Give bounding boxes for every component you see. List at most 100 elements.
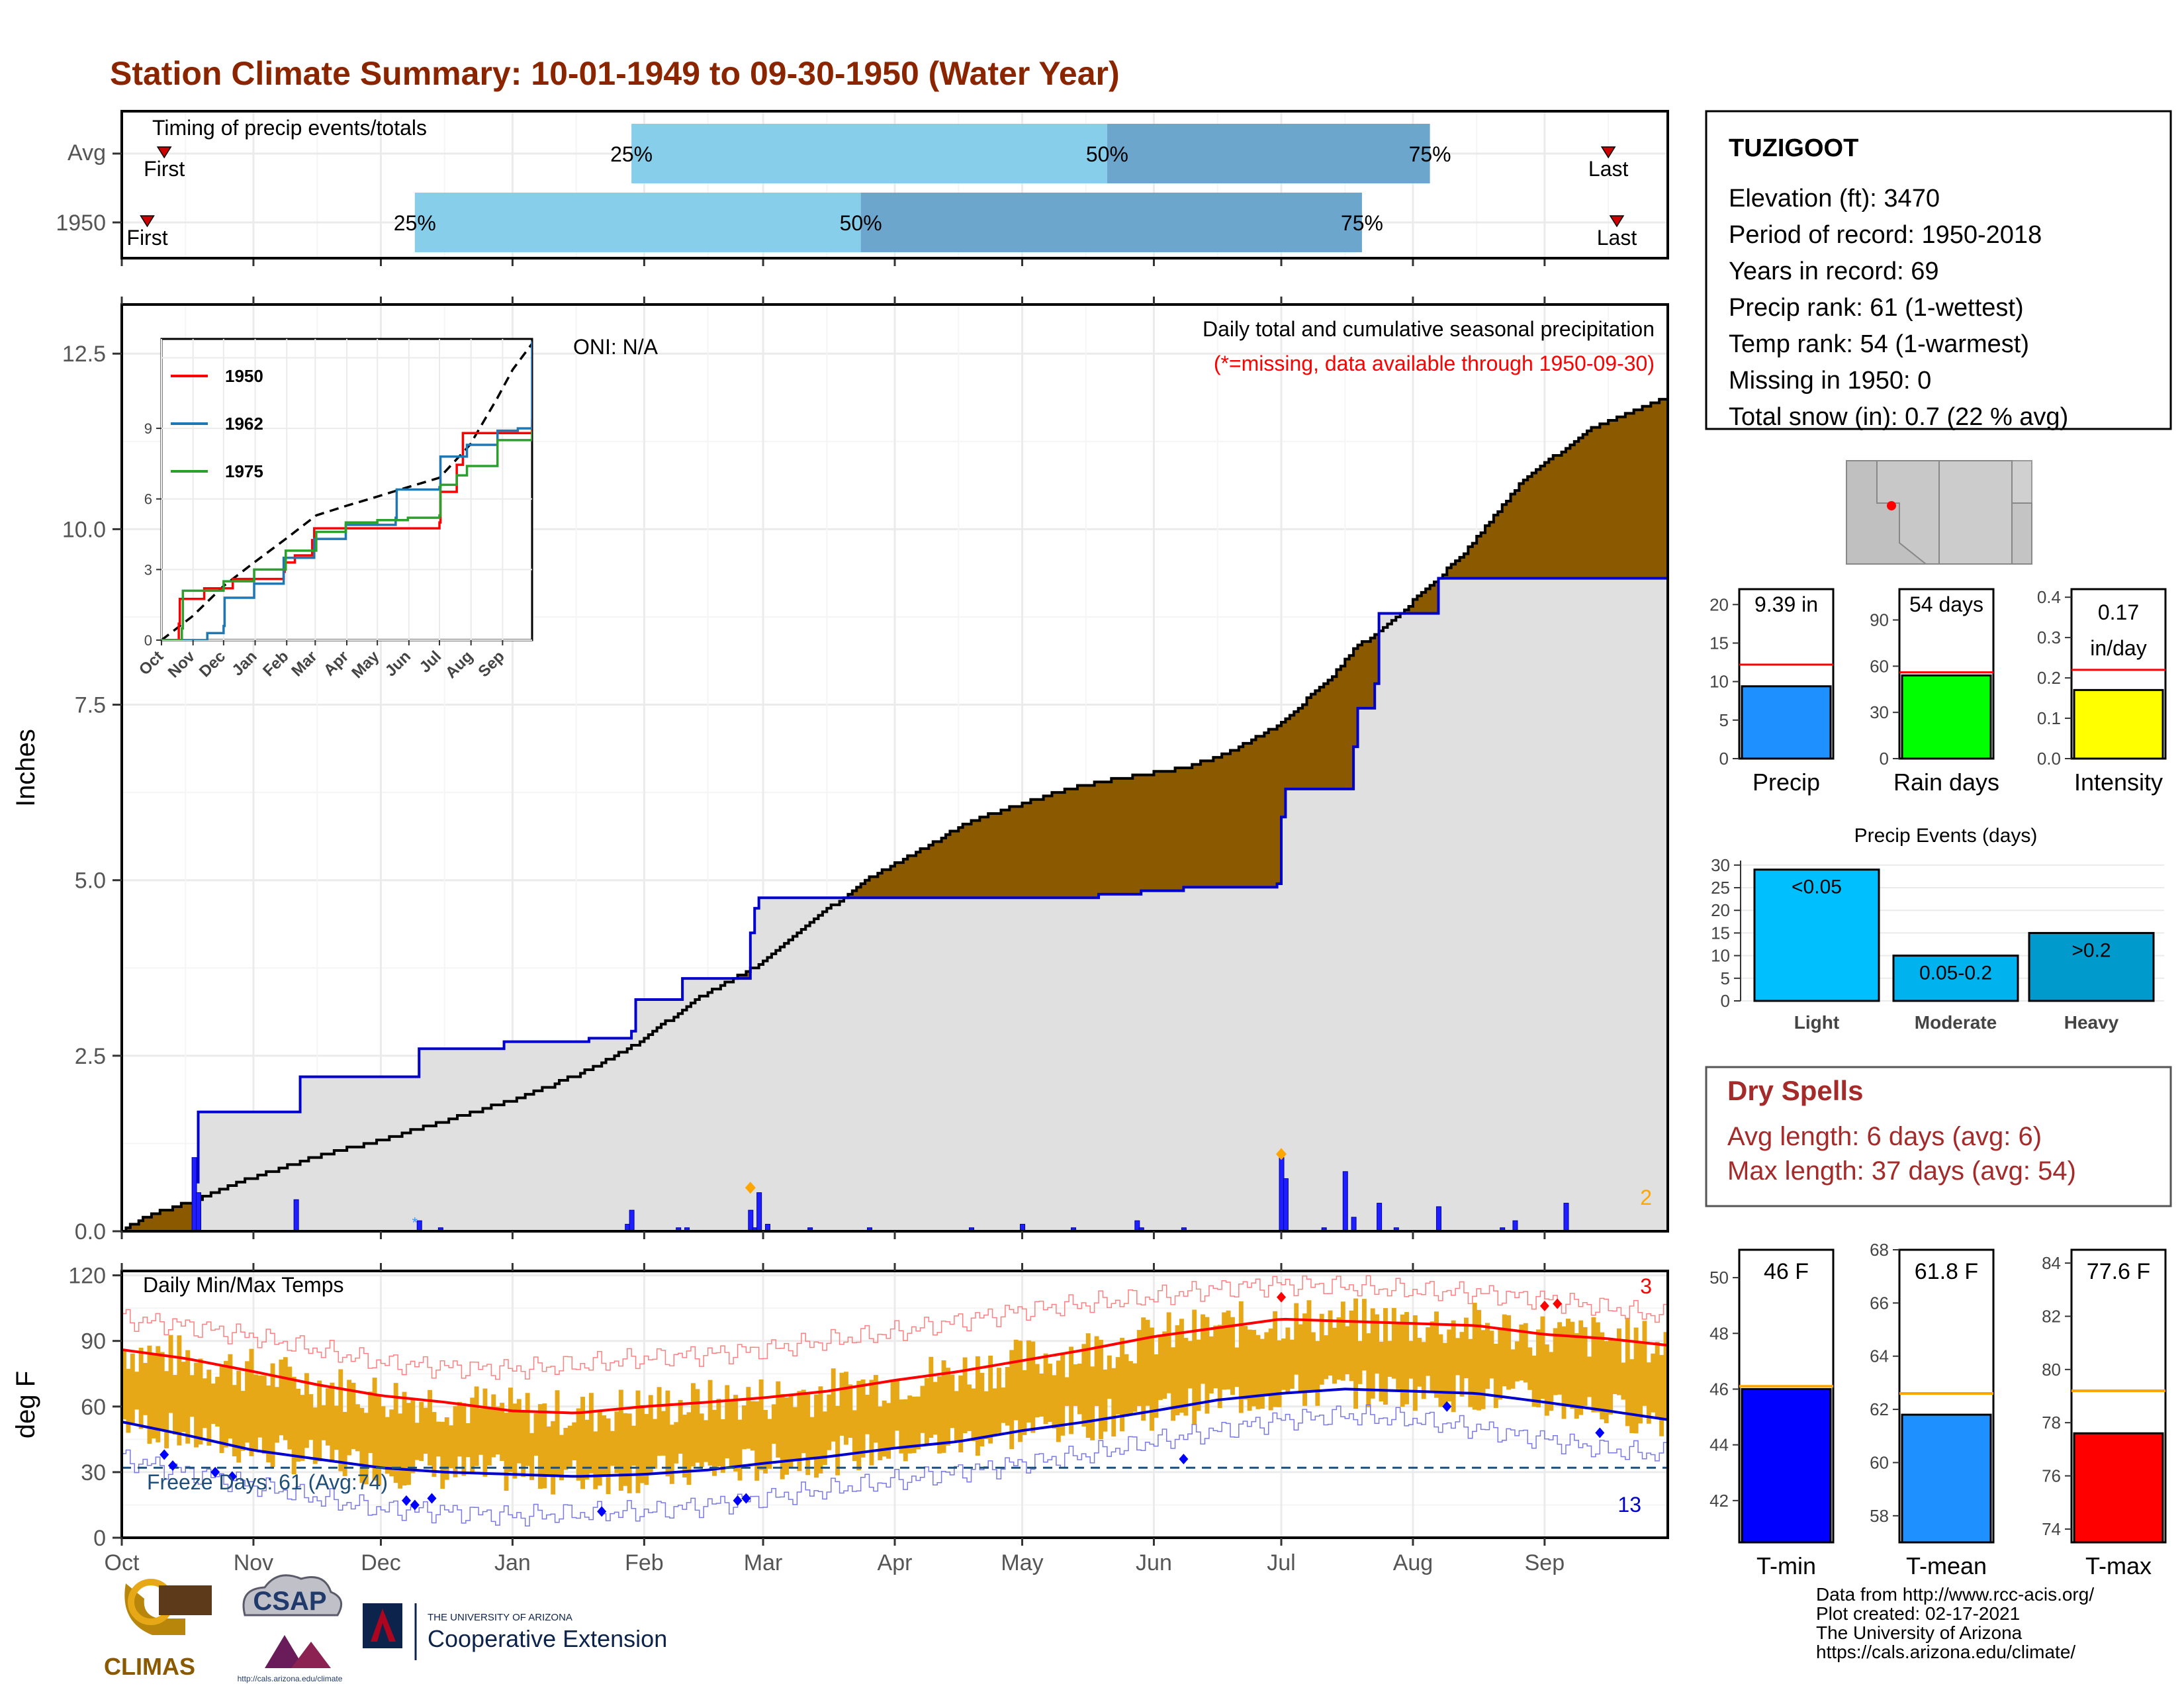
deficit-fill: [1018, 806, 1023, 898]
daily-precip-bar: [1512, 1220, 1518, 1231]
inset-legend-label: 1962: [225, 414, 263, 434]
record-low-marker: [597, 1506, 607, 1517]
daily-temp-bar: [1506, 1315, 1512, 1390]
temp-summary-y-tick-label: 66: [1870, 1293, 1889, 1313]
deficit-fill: [1447, 567, 1452, 579]
daily-temp-bar: [835, 1405, 841, 1476]
record-high-count: 3: [1640, 1274, 1652, 1298]
daily-temp-bar: [198, 1358, 203, 1445]
daily-temp-bar: [1208, 1336, 1214, 1393]
deficit-fill: [151, 1213, 156, 1231]
daily-temp-bar: [551, 1421, 556, 1495]
daily-temp-bar: [852, 1410, 857, 1462]
daily-temp-bar: [1039, 1374, 1044, 1417]
events-category-label: Heavy: [2064, 1012, 2119, 1033]
daily-temp-bar: [1616, 1328, 1621, 1395]
daily-temp-bar: [1514, 1341, 1520, 1382]
daily-temp-bar: [1383, 1308, 1388, 1405]
deficit-fill: [1150, 774, 1155, 891]
deficit-fill: [1094, 782, 1099, 898]
temp-summary-label: T-max: [2085, 1552, 2152, 1579]
deficit-fill: [1375, 634, 1380, 684]
deficit-fill: [1217, 757, 1222, 888]
deficit-fill: [1268, 729, 1273, 888]
daily-temp-bar: [1183, 1338, 1189, 1416]
timing-label-25: 25%: [394, 211, 436, 235]
daily-temp-bar: [1111, 1368, 1116, 1437]
deficit-fill: [865, 880, 870, 898]
record-low-marker: [427, 1493, 437, 1504]
temp-daily-bars: [122, 1298, 1668, 1495]
record-low-marker: [1442, 1401, 1452, 1412]
daily-temp-bar: [1353, 1298, 1359, 1409]
daily-temp-bar: [1103, 1369, 1108, 1432]
timing-row-label-year: 1950: [56, 211, 106, 236]
daily-temp-bar: [398, 1413, 403, 1489]
daily-temp-bar: [1013, 1339, 1019, 1421]
summary-y-tick-label: 0.3: [2037, 628, 2061, 647]
daily-temp-bar: [975, 1356, 980, 1456]
daily-temp-bar: [275, 1387, 279, 1443]
last-event-label: Last: [1588, 157, 1629, 181]
deficit-fill: [1294, 712, 1299, 789]
deficit-fill: [916, 852, 921, 898]
daily-temp-bar: [916, 1396, 921, 1450]
deficit-fill: [992, 813, 997, 898]
daily-temp-bar: [614, 1411, 619, 1474]
daily-temp-bar: [474, 1386, 479, 1466]
daily-temp-bar: [1205, 1317, 1210, 1414]
deficit-fill: [988, 813, 993, 898]
deficit-fill: [1077, 785, 1082, 898]
daily-temp-bar: [733, 1395, 739, 1472]
daily-temp-bar: [1090, 1366, 1095, 1440]
deficit-fill: [1345, 659, 1350, 789]
daily-temp-bar: [1264, 1332, 1269, 1396]
daily-temp-bar: [678, 1399, 683, 1454]
daily-temp-bar: [602, 1415, 607, 1476]
daily-temp-bar: [402, 1391, 407, 1486]
daily-temp-bar: [754, 1401, 760, 1481]
precip-y-tick-label: 10.0: [62, 517, 106, 542]
daily-temp-bar: [1663, 1332, 1668, 1420]
timing-bar-50-75: [860, 193, 1362, 252]
daily-temp-bar: [895, 1379, 899, 1431]
summary-value-label: 9.39 in: [1754, 592, 1818, 616]
temp-y-tick-label: 90: [81, 1329, 106, 1354]
daily-temp-bar: [381, 1406, 386, 1468]
temp-y-tick-label: 120: [68, 1264, 106, 1289]
deficit-fill: [1506, 500, 1512, 579]
temp-panel-title: Daily Min/Max Temps: [143, 1273, 343, 1297]
deficit-fill: [852, 890, 857, 898]
events-y-tick-label: 20: [1711, 900, 1730, 920]
daily-temp-bar: [657, 1387, 662, 1456]
daily-temp-bar: [941, 1360, 946, 1453]
deficit-fill: [1553, 455, 1558, 579]
deficit-fill: [181, 1203, 186, 1231]
daily-temp-bar: [249, 1348, 254, 1456]
inset-y-tick-label: 9: [144, 420, 152, 437]
deficit-fill: [1069, 788, 1074, 898]
deficit-fill: [1230, 750, 1236, 888]
daily-temp-bar: [508, 1387, 513, 1472]
daily-temp-bar: [1243, 1325, 1248, 1400]
station-info-line: Total snow (in): 0.7 (22 % avg): [1729, 403, 2068, 431]
summary-value-label: 54 days: [1909, 592, 1983, 616]
deficit-fill: [1408, 606, 1414, 614]
daily-temp-bar: [712, 1409, 717, 1476]
deficit-fill: [860, 884, 866, 898]
deficit-fill: [1544, 462, 1549, 579]
deficit-fill: [1608, 420, 1614, 579]
freeze-days-label: Freeze Days: 61 (Avg:74): [147, 1470, 388, 1494]
events-y-tick-label: 0: [1721, 991, 1730, 1011]
summary-y-tick-label: 90: [1870, 610, 1889, 630]
daily-temp-bar: [1340, 1301, 1345, 1381]
daily-temp-bar: [763, 1409, 768, 1474]
deficit-fill: [1175, 768, 1180, 891]
summary-y-tick-label: 60: [1870, 656, 1889, 676]
daily-temp-bar: [546, 1426, 551, 1475]
daily-temp-bar: [653, 1419, 658, 1469]
daily-temp-bar: [236, 1370, 242, 1463]
daily-temp-bar: [827, 1394, 832, 1450]
deficit-fill: [848, 894, 853, 898]
